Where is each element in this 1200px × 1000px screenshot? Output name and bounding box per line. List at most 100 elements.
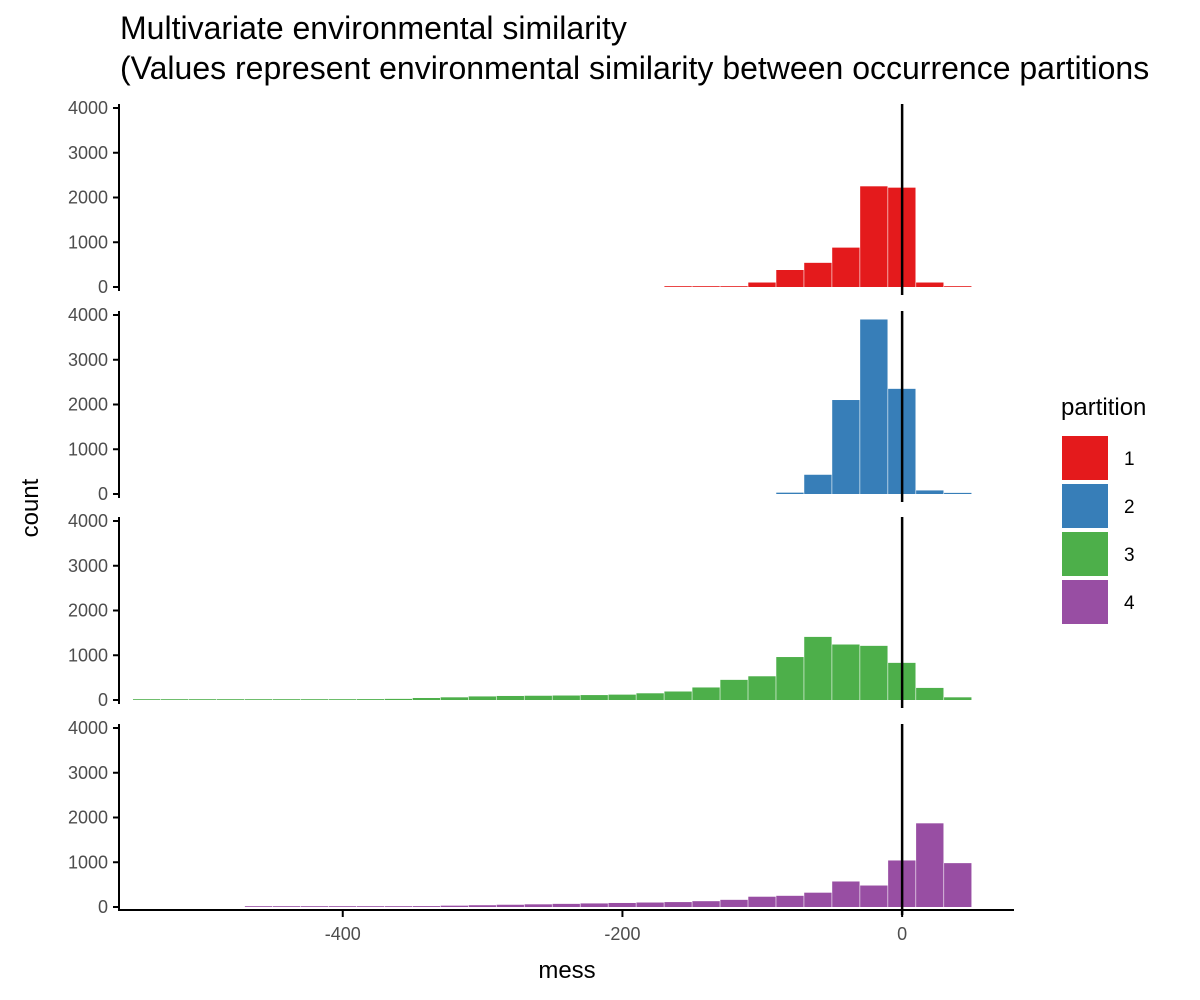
histogram-bar (832, 881, 860, 907)
histogram-bar (300, 906, 329, 907)
histogram-bar (356, 906, 385, 907)
histogram-bar (300, 699, 329, 700)
x-tick-label: -200 (604, 924, 640, 944)
legend-swatch-2 (1062, 484, 1108, 528)
histogram-bar (804, 474, 832, 494)
histogram-bar (244, 699, 273, 700)
histogram-bar (468, 696, 496, 700)
histogram-bar (776, 657, 804, 700)
legend-title: partition (1061, 394, 1146, 421)
facet-panel-1: 0 1000 2000 3000 4000 (68, 98, 972, 297)
histogram-bar (608, 694, 636, 700)
histogram-bar (440, 697, 469, 700)
y-tick-label: 3000 (68, 763, 108, 783)
histogram-bar (832, 644, 860, 700)
histogram-bar (412, 906, 441, 907)
y-tick-label: 1000 (68, 852, 108, 872)
histogram-bar (720, 899, 748, 907)
histogram-bar (412, 697, 441, 700)
y-tick-label: 2000 (68, 808, 108, 828)
histogram-bar (608, 902, 636, 907)
histogram-bar (636, 902, 664, 907)
histogram-bar (272, 906, 301, 907)
histogram-bar (776, 492, 804, 494)
histogram-bar (664, 691, 692, 700)
histogram-bar (692, 901, 720, 907)
y-tick-label: 2000 (68, 601, 108, 621)
chart-title-block: Multivariate environmental similarity (V… (120, 8, 1149, 88)
histogram-bar (692, 286, 720, 287)
y-tick-label: 1000 (68, 232, 108, 252)
histogram-bar (580, 695, 608, 700)
histogram-bar (524, 904, 552, 907)
histogram-bar (832, 400, 860, 494)
x-tick-label: 0 (897, 924, 907, 944)
y-tick-label: 4000 (68, 511, 108, 531)
histogram-bar (384, 906, 413, 907)
legend-swatch-1 (1062, 436, 1108, 480)
y-tick-label: 0 (98, 277, 108, 297)
legend-label-3: 3 (1124, 545, 1135, 566)
histogram-bar (160, 699, 189, 700)
y-tick-label: 3000 (68, 143, 108, 163)
facet-panels: 0 1000 2000 3000 4000 0 1000 2000 3000 4000 0 1000 2… (68, 98, 972, 917)
y-tick-label: 2000 (68, 188, 108, 208)
y-axis-title: count (17, 478, 44, 537)
histogram-bar (916, 687, 944, 700)
histogram-bar (916, 282, 944, 287)
histogram-bar (860, 645, 888, 700)
histogram-bar (524, 695, 552, 700)
histogram-bar (328, 699, 357, 700)
legend-label-4: 4 (1124, 593, 1135, 614)
histogram-bar (664, 286, 692, 287)
histogram-bar (580, 903, 608, 907)
histogram-bar (776, 270, 804, 287)
y-tick-label: 0 (98, 897, 108, 917)
y-tick-label: 1000 (68, 645, 108, 665)
histogram-bar (440, 905, 469, 907)
histogram-bar (776, 895, 804, 907)
histogram-bar (944, 492, 972, 494)
facet-panel-2: 0 1000 2000 3000 4000 (68, 305, 972, 504)
histogram-bar (216, 699, 245, 700)
chart-subtitle: (Values represent environmental similari… (120, 50, 1150, 86)
y-tick-label: 4000 (68, 98, 108, 118)
histogram-bar (916, 490, 944, 494)
y-tick-label: 3000 (68, 350, 108, 370)
histogram-bar (944, 697, 972, 700)
facet-panel-4: 0 1000 2000 3000 4000 (68, 718, 972, 917)
histogram-bar (132, 699, 161, 700)
histogram-bar (384, 698, 413, 700)
y-tick-label: 3000 (68, 556, 108, 576)
histogram-bar (188, 699, 217, 700)
histogram-bar (832, 247, 860, 287)
histogram-bar (552, 695, 580, 700)
histogram-bar (552, 903, 580, 907)
legend-label-2: 2 (1124, 497, 1135, 518)
histogram-bar (804, 262, 832, 287)
legend-swatch-4 (1062, 580, 1108, 624)
histogram-bar (748, 896, 776, 907)
y-tick-label: 0 (98, 690, 108, 710)
y-tick-label: 4000 (68, 305, 108, 325)
histogram-bar (244, 906, 273, 907)
histogram-bar (328, 906, 357, 907)
histogram-bar (860, 885, 888, 907)
histogram-bar (804, 892, 832, 907)
histogram-bar (720, 679, 748, 700)
histogram-bar (496, 904, 524, 907)
facet-panel-3: 0 1000 2000 3000 4000 (68, 511, 972, 710)
x-axis: -400 -200 0 (119, 909, 1014, 944)
histogram-bar (944, 286, 972, 287)
legend-label-1: 1 (1124, 449, 1135, 470)
y-tick-label: 1000 (68, 439, 108, 459)
histogram-bar (860, 319, 888, 494)
histogram-bar (468, 905, 496, 907)
histogram-bar (916, 823, 944, 907)
histogram-bar (636, 693, 664, 700)
x-axis-title: mess (538, 957, 595, 984)
histogram-bar (720, 286, 748, 287)
histogram-bar (664, 902, 692, 907)
histogram-bar (692, 687, 720, 700)
